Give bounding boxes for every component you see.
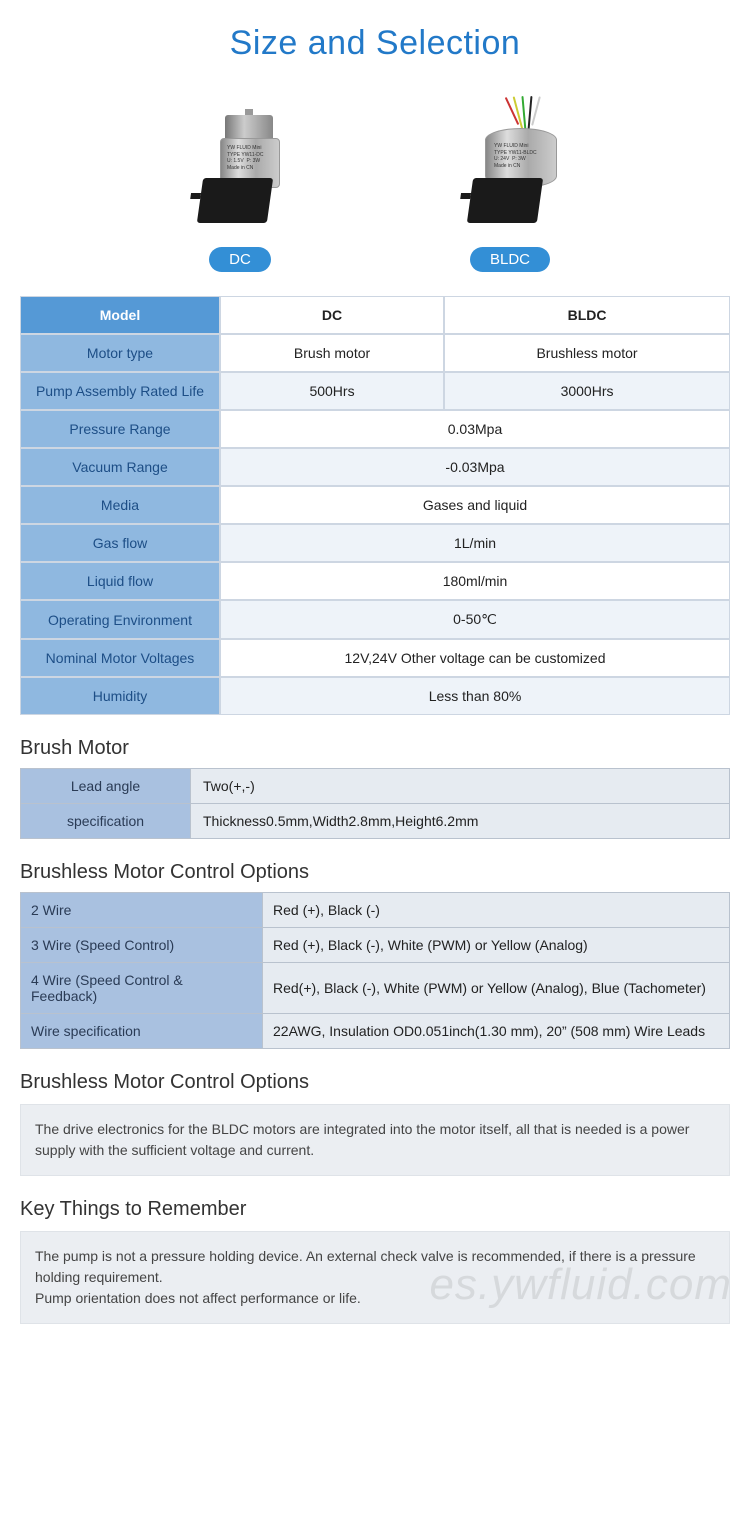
cell-key: specification (21, 804, 191, 839)
cell-value: Red(+), Black (-), White (PWM) or Yellow… (263, 963, 730, 1014)
spec-value: -0.03Mpa (220, 448, 730, 486)
spec-value: Less than 80% (220, 677, 730, 715)
brush-motor-table: Lead angleTwo(+,-)specificationThickness… (20, 768, 730, 839)
spec-label: Vacuum Range (20, 448, 220, 486)
spec-label: Liquid flow (20, 562, 220, 600)
badge-bldc: BLDC (470, 247, 550, 272)
bldc-options-heading: Brushless Motor Control Options (0, 839, 750, 892)
spec-header-model: Model (20, 296, 220, 334)
spec-value: Gases and liquid (220, 486, 730, 524)
spec-value: 12V,24V Other voltage can be customized (220, 639, 730, 677)
spec-header-col2: BLDC (444, 296, 730, 334)
key-things-box: The pump is not a pressure holding devic… (20, 1231, 730, 1324)
cell-value: Two(+,-) (191, 769, 730, 804)
spec-label: Operating Environment (20, 600, 220, 639)
spec-value: Brush motor (220, 334, 444, 372)
product-bldc-image (435, 93, 585, 243)
table-row: 3 Wire (Speed Control)Red (+), Black (-)… (21, 928, 730, 963)
table-row: Model DC BLDC (20, 296, 730, 334)
spec-label: Gas flow (20, 524, 220, 562)
cell-key: Lead angle (21, 769, 191, 804)
table-row: MediaGases and liquid (20, 486, 730, 524)
cell-value: Red (+), Black (-), White (PWM) or Yello… (263, 928, 730, 963)
bldc-note-box: The drive electronics for the BLDC motor… (20, 1104, 730, 1176)
cell-key: Wire specification (21, 1014, 263, 1049)
badge-dc: DC (209, 247, 271, 272)
cell-value: 22AWG, Insulation OD0.051inch(1.30 mm), … (263, 1014, 730, 1049)
spec-label: Media (20, 486, 220, 524)
cell-key: 4 Wire (Speed Control & Feedback) (21, 963, 263, 1014)
spec-value: Brushless motor (444, 334, 730, 372)
table-row: Liquid flow180ml/min (20, 562, 730, 600)
table-row: Operating Environment0-50℃ (20, 600, 730, 639)
product-dc-image (165, 93, 315, 243)
table-row: Nominal Motor Voltages12V,24V Other volt… (20, 639, 730, 677)
product-bldc: BLDC (410, 93, 610, 272)
key-things-heading: Key Things to Remember (0, 1176, 750, 1231)
table-row: Vacuum Range-0.03Mpa (20, 448, 730, 486)
bldc-note-heading: Brushless Motor Control Options (0, 1049, 750, 1104)
spec-value: 1L/min (220, 524, 730, 562)
spec-value: 180ml/min (220, 562, 730, 600)
spec-value: 3000Hrs (444, 372, 730, 410)
spec-value: 500Hrs (220, 372, 444, 410)
spec-header-col1: DC (220, 296, 444, 334)
spec-table: Model DC BLDC Motor typeBrush motorBrush… (20, 296, 730, 715)
table-row: Lead angleTwo(+,-) (21, 769, 730, 804)
table-row: Pressure Range0.03Mpa (20, 410, 730, 448)
spec-label: Pressure Range (20, 410, 220, 448)
spec-label: Humidity (20, 677, 220, 715)
product-dc: DC (140, 93, 340, 272)
table-row: HumidityLess than 80% (20, 677, 730, 715)
key-things-line1: The pump is not a pressure holding devic… (35, 1246, 715, 1288)
bldc-options-table: 2 WireRed (+), Black (-)3 Wire (Speed Co… (20, 892, 730, 1049)
spec-value: 0-50℃ (220, 600, 730, 639)
cell-key: 2 Wire (21, 893, 263, 928)
table-row: 4 Wire (Speed Control & Feedback)Red(+),… (21, 963, 730, 1014)
product-row: DC BLDC (0, 93, 750, 286)
table-row: Pump Assembly Rated Life500Hrs3000Hrs (20, 372, 730, 410)
cell-key: 3 Wire (Speed Control) (21, 928, 263, 963)
cell-value: Red (+), Black (-) (263, 893, 730, 928)
spec-label: Nominal Motor Voltages (20, 639, 220, 677)
table-row: Wire specification22AWG, Insulation OD0.… (21, 1014, 730, 1049)
cell-value: Thickness0.5mm,Width2.8mm,Height6.2mm (191, 804, 730, 839)
table-row: 2 WireRed (+), Black (-) (21, 893, 730, 928)
table-row: specificationThickness0.5mm,Width2.8mm,H… (21, 804, 730, 839)
table-row: Motor typeBrush motorBrushless motor (20, 334, 730, 372)
page-title: Size and Selection (0, 0, 750, 93)
key-things-line2: Pump orientation does not affect perform… (35, 1288, 715, 1309)
brush-motor-heading: Brush Motor (0, 715, 750, 768)
spec-label: Pump Assembly Rated Life (20, 372, 220, 410)
spec-value: 0.03Mpa (220, 410, 730, 448)
spec-label: Motor type (20, 334, 220, 372)
table-row: Gas flow1L/min (20, 524, 730, 562)
